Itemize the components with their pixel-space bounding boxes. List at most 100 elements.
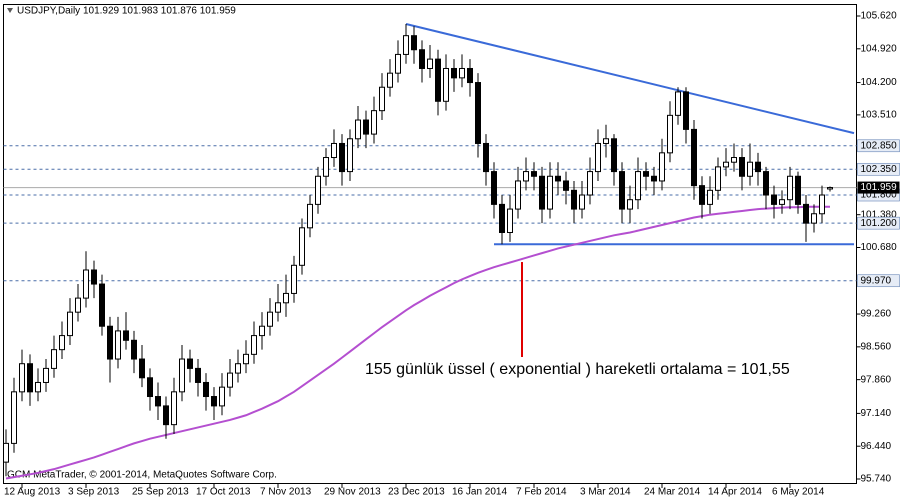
candle-body <box>611 138 617 173</box>
candle-body <box>803 203 809 224</box>
x-tick-label: 25 Sep 2013 <box>132 487 189 498</box>
candle-body <box>563 180 569 191</box>
candle-body <box>203 381 209 398</box>
candle-body <box>307 203 313 229</box>
candle-body <box>523 171 529 182</box>
candle-body <box>715 166 721 191</box>
x-tick-label: 16 Jan 2014 <box>452 487 507 498</box>
x-tick-label: 7 Nov 2013 <box>260 487 312 498</box>
candle-body <box>267 311 273 327</box>
x-tick-label: 7 Feb 2014 <box>516 487 567 498</box>
candle-body <box>331 142 337 159</box>
candle-body <box>731 157 737 163</box>
candle-body <box>251 335 257 355</box>
candle-body <box>235 363 241 374</box>
candle-body <box>427 58 433 69</box>
annotation-text: 155 günlük üssel ( exponential ) hareket… <box>365 361 790 378</box>
candle-body <box>691 128 697 187</box>
y-tick-label: 104.200 <box>861 77 898 88</box>
y-tick-label: 95.740 <box>861 474 892 485</box>
candle-body <box>243 353 249 365</box>
candle-body <box>323 157 329 177</box>
y-tick-label: 104.920 <box>861 43 898 54</box>
candle-body <box>491 171 497 205</box>
candle-body <box>347 138 353 173</box>
price-label-box <box>857 181 900 194</box>
candle-body <box>739 157 745 177</box>
candle-body <box>603 138 609 144</box>
candle-body <box>147 377 153 398</box>
x-tick-label: 29 Nov 2013 <box>324 487 381 498</box>
y-tick-label: 105.620 <box>861 11 898 22</box>
candle-body <box>595 142 601 173</box>
candle-body <box>403 35 409 55</box>
candle-body <box>667 114 673 154</box>
candle-body <box>459 67 465 79</box>
candle-body <box>363 119 369 135</box>
candle-body <box>827 187 833 190</box>
level-label: 101.800 <box>861 190 898 201</box>
y-tick-label: 98.560 <box>861 341 892 352</box>
candle-body <box>675 91 681 116</box>
candle-body <box>339 142 345 173</box>
candle-body <box>651 175 657 182</box>
x-tick-label: 24 Mar 2014 <box>644 487 701 498</box>
candle-body <box>275 302 281 313</box>
candle-body <box>411 35 417 51</box>
candle-body <box>179 358 185 393</box>
candle-body <box>635 171 641 201</box>
x-tick-label: 6 May 2014 <box>772 487 825 498</box>
candle-body <box>3 442 9 463</box>
candle-body <box>531 171 537 177</box>
candle-body <box>587 171 593 196</box>
candle-body <box>659 152 665 182</box>
candle-body <box>107 325 113 360</box>
level-label: 101.200 <box>861 218 898 229</box>
candle-body <box>27 363 33 393</box>
candle-body <box>219 386 225 407</box>
candle-body <box>451 67 457 79</box>
candle-body <box>59 335 65 351</box>
candle-body <box>555 175 561 182</box>
candle-body <box>291 264 297 294</box>
ema-line <box>5 205 830 480</box>
candle-body <box>547 175 553 210</box>
candle-body <box>723 161 729 168</box>
y-tick-label: 101.380 <box>861 209 898 220</box>
candle-body <box>211 396 217 407</box>
candle-body <box>699 185 705 205</box>
candle-body <box>195 367 201 383</box>
y-tick-label: 103.510 <box>861 110 898 121</box>
y-tick-label: 99.260 <box>861 309 892 320</box>
candle-body <box>779 199 785 205</box>
y-tick-label: 97.140 <box>861 408 892 419</box>
candle-body <box>123 330 129 341</box>
candle-body <box>259 325 265 337</box>
y-tick-label: 100.680 <box>861 242 898 253</box>
price-label: 101.959 <box>861 182 898 193</box>
candle-body <box>139 358 145 379</box>
candle-body <box>395 53 401 74</box>
candle-body <box>43 367 49 383</box>
x-tick-label: 23 Dec 2013 <box>388 487 445 498</box>
candle-body <box>187 358 193 369</box>
candle-body <box>515 180 521 210</box>
candle-body <box>315 175 321 205</box>
candle-body <box>643 171 649 177</box>
candle-body <box>771 194 777 205</box>
candle-body <box>683 91 689 130</box>
candle-body <box>91 269 97 285</box>
trendline <box>405 22 855 135</box>
candle-body <box>747 161 753 177</box>
footer: GCM MetaTrader, © 2001-2014, MetaQuotes … <box>7 470 277 481</box>
x-tick-label: 14 Apr 2014 <box>708 487 762 498</box>
x-tick-label: 3 Mar 2014 <box>580 487 631 498</box>
level-label: 102.850 <box>861 140 898 151</box>
candle-body <box>755 161 761 173</box>
y-tick-label: 97.860 <box>861 374 892 385</box>
candle-body <box>227 372 233 388</box>
x-tick-label: 17 Oct 2013 <box>196 487 251 498</box>
candle-body <box>99 283 105 327</box>
x-tick-label: 12 Aug 2013 <box>4 487 61 498</box>
